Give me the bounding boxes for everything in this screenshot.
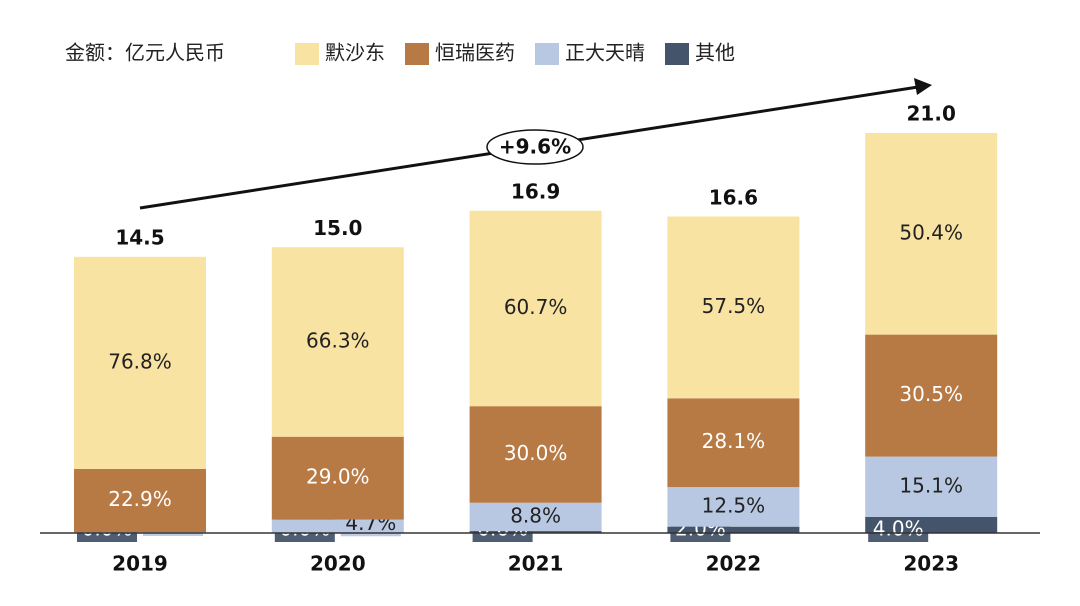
x-tick-label: 2022 bbox=[706, 552, 762, 576]
unit-label: 金额：亿元人民币 bbox=[65, 41, 225, 65]
bar-segment bbox=[865, 334, 998, 457]
bar-segment bbox=[469, 210, 602, 407]
segment-label: 76.8% bbox=[108, 349, 172, 373]
segment-label: 50.4% bbox=[899, 220, 963, 244]
segment-label: 12.5% bbox=[702, 493, 766, 517]
x-tick-label: 2023 bbox=[903, 552, 959, 576]
segment-label: 29.0% bbox=[306, 465, 370, 489]
total-label: 21.0 bbox=[907, 102, 956, 126]
legend-swatch bbox=[665, 43, 689, 65]
segment-label: 15.1% bbox=[899, 473, 963, 497]
segment-label: 30.0% bbox=[504, 441, 568, 465]
bar-segment bbox=[667, 487, 800, 527]
segment-label: 30.5% bbox=[899, 382, 963, 406]
x-tick-label: 2021 bbox=[508, 552, 564, 576]
legend-label: 默沙东 bbox=[325, 41, 385, 65]
bar-segment bbox=[74, 256, 206, 469]
legend-swatch bbox=[405, 43, 429, 65]
bar-segment bbox=[667, 526, 800, 533]
x-tick-label: 2020 bbox=[310, 552, 366, 576]
segment-label: 66.3% bbox=[306, 329, 370, 353]
segment-label: 60.7% bbox=[504, 295, 568, 319]
annotation: +9.6% bbox=[499, 135, 571, 159]
arrow-head bbox=[914, 78, 932, 95]
legend-swatch bbox=[535, 43, 559, 65]
total-label: 16.9 bbox=[511, 180, 560, 204]
bar-segment bbox=[271, 247, 404, 437]
total-label: 14.5 bbox=[115, 225, 164, 249]
legend-label: 恒瑞医药 bbox=[435, 41, 515, 65]
total-label: 15.0 bbox=[313, 216, 362, 240]
bar-segment bbox=[271, 436, 404, 520]
segment-label: 57.5% bbox=[702, 294, 766, 318]
bar-segment bbox=[74, 468, 206, 533]
label-box bbox=[868, 518, 929, 542]
segment-label: 28.1% bbox=[702, 429, 766, 453]
bar-segment bbox=[469, 406, 602, 503]
segment-label: 8.8% bbox=[510, 503, 561, 527]
bar-segment bbox=[469, 502, 602, 532]
legend-label: 正大天晴 bbox=[565, 41, 645, 65]
legend-swatch bbox=[295, 43, 319, 65]
bar-segment bbox=[667, 398, 800, 488]
x-tick-label: 2019 bbox=[112, 552, 168, 576]
total-label: 16.6 bbox=[709, 185, 758, 209]
segment-label: 22.9% bbox=[108, 487, 172, 511]
legend-label: 其他 bbox=[695, 41, 735, 65]
bar-segment bbox=[865, 133, 998, 335]
segment-label: 4.0% bbox=[873, 517, 924, 541]
bar-segment bbox=[667, 216, 800, 399]
annotation-box bbox=[486, 129, 584, 165]
bar-segment bbox=[469, 531, 602, 533]
bar-segment bbox=[865, 456, 998, 517]
